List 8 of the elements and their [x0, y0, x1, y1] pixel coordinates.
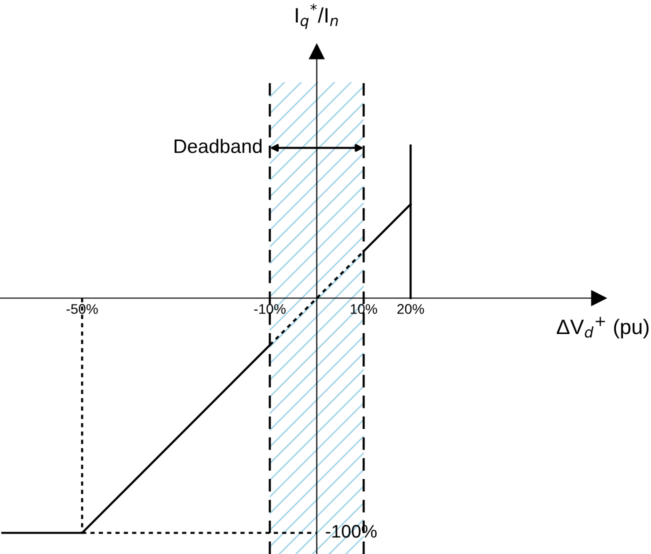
- x-tick-label: -50%: [66, 304, 98, 314]
- annotation: -100%: [326, 524, 377, 538]
- text: I$_{q}$$^{*}$/I$_{n}$: [296, 4, 338, 29]
- x-axis-title: ΔV$_{d}$$^{+}$ (pu): [556, 316, 649, 338]
- x-tick-label: 20%: [397, 304, 424, 314]
- band-label: Deadband: [174, 138, 262, 154]
- x-tick-label: 10%: [350, 304, 378, 314]
- x-tick-label: -10%: [254, 304, 286, 314]
